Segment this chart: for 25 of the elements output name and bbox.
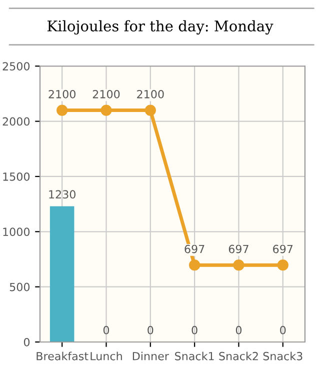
data-label: 697 <box>273 244 293 254</box>
y-tick-label: 0 <box>24 338 30 346</box>
data-label: 2100 <box>48 90 76 98</box>
data-label: 0 <box>148 326 154 334</box>
data-label: 2100 <box>92 90 120 98</box>
data-label: 697 <box>228 244 248 254</box>
data-label: 1230 <box>49 190 76 199</box>
y-tick-label: 2000 <box>2 117 30 126</box>
x-tick-label: Lunch <box>90 352 122 360</box>
x-tick-label: Dinner <box>132 352 169 360</box>
data-label: 0 <box>192 326 198 334</box>
y-tick-label: 2500 <box>2 62 30 70</box>
x-tick-label: Snack1 <box>175 352 214 360</box>
x-tick-label: Breakfast <box>36 352 88 360</box>
y-tick-label: 1500 <box>3 172 30 181</box>
data-label: 0 <box>103 326 110 334</box>
data-label: 697 <box>184 244 204 254</box>
x-tick-label: Snack3 <box>263 352 302 360</box>
y-tick-label: 1000 <box>3 228 30 236</box>
data-label: 2100 <box>137 90 164 98</box>
x-tick-label: Snack2 <box>219 352 258 360</box>
data-label: 0 <box>280 326 286 334</box>
chart-title: Kilojoules for the day: Monday <box>48 20 274 35</box>
data-label: 0 <box>236 326 242 334</box>
y-tick-label: 500 <box>10 282 30 292</box>
